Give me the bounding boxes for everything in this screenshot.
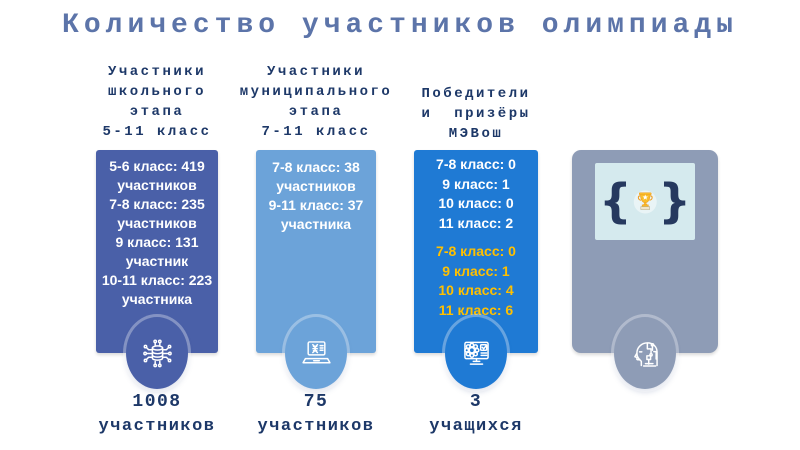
- stat-line: 7-8 класс: 0: [436, 156, 516, 172]
- column-header-municipal: Участники муниципального этапа 7-11 клас…: [216, 62, 416, 142]
- card-school-stage: 5-6 класс: 419 участников 7-8 класс: 235…: [96, 150, 218, 353]
- stat-line: 9-11 класс: 37: [268, 197, 364, 213]
- stat-line: участник: [125, 253, 189, 269]
- stat-line: 9 класс: 131: [115, 234, 199, 250]
- header-line: 7-11 класс: [261, 124, 371, 140]
- stat-line: 9 класс: 1: [442, 175, 510, 192]
- stat-line: 10 класс: 0: [438, 195, 514, 211]
- total-label: участников: [257, 417, 375, 436]
- icon-circle-school: [126, 317, 188, 389]
- ai-head-icon: [633, 341, 658, 367]
- stat-line: 11 класс: 6: [438, 301, 514, 318]
- column-header-school: Участники школьного этапа 5-11 класс: [57, 62, 257, 142]
- header-line: Участники: [107, 64, 207, 80]
- total-school: 1008 участников: [57, 391, 257, 441]
- stat-line: участников: [117, 177, 197, 193]
- page-title: Количество участников олимпиады: [62, 10, 738, 41]
- header-line: этапа: [288, 104, 344, 120]
- stat-line: 7-8 класс: 235: [109, 196, 205, 212]
- circuit-database-icon: [142, 338, 172, 367]
- award-badge: { }: [595, 163, 695, 240]
- total-value: 1008: [132, 392, 182, 412]
- stat-line: 10-11 класс: 223: [101, 272, 213, 288]
- header-line: 5-11 класс: [102, 124, 212, 140]
- stat-line: участника: [280, 216, 352, 232]
- prizewinners-group: 7-8 класс: 0 9 класс: 1 10 класс: 4 11 к…: [414, 242, 538, 320]
- header-line: этапа: [129, 104, 185, 120]
- stat-line: участника: [121, 291, 193, 307]
- icon-circle-municipal: [285, 317, 347, 389]
- total-label: участников: [98, 417, 216, 436]
- header-line: и призёры: [421, 106, 531, 122]
- left-brace: {: [599, 174, 632, 228]
- laptop-dna-icon: [301, 340, 331, 363]
- total-municipal: 75 участников: [216, 391, 416, 441]
- stat-line: участников: [276, 178, 356, 194]
- total-winners: 3 учащихся: [376, 391, 576, 441]
- card-award: { }: [572, 150, 718, 353]
- total-value: 3: [469, 392, 483, 412]
- stat-line: 10 класс: 4: [438, 282, 514, 298]
- monitor-gear-check-icon: [463, 341, 489, 365]
- total-value: 75: [303, 392, 329, 412]
- stat-line: 9 класс: 1: [442, 262, 510, 279]
- column-header-winners: Победители и призёры МЭВош: [376, 84, 576, 144]
- header-line: школьного: [107, 84, 207, 100]
- right-brace: }: [658, 174, 691, 228]
- total-label: учащихся: [429, 417, 523, 436]
- icon-circle-award: [614, 317, 676, 389]
- icon-circle-winners: [445, 317, 507, 389]
- stat-line: 7-8 класс: 0: [436, 243, 516, 259]
- header-line: муниципального: [239, 84, 393, 100]
- trophy-star-icon: [633, 190, 657, 213]
- stat-line: участников: [117, 215, 197, 231]
- winners-group: 7-8 класс: 0 9 класс: 1 10 класс: 0 11 к…: [414, 155, 538, 233]
- stat-line: 7-8 класс: 38: [272, 159, 360, 175]
- stat-line: 5-6 класс: 419: [109, 158, 205, 174]
- stat-line: 11 класс: 2: [438, 214, 514, 231]
- header-line: МЭВош: [448, 126, 504, 142]
- header-line: Победители: [421, 86, 531, 102]
- header-line: Участники: [266, 64, 366, 80]
